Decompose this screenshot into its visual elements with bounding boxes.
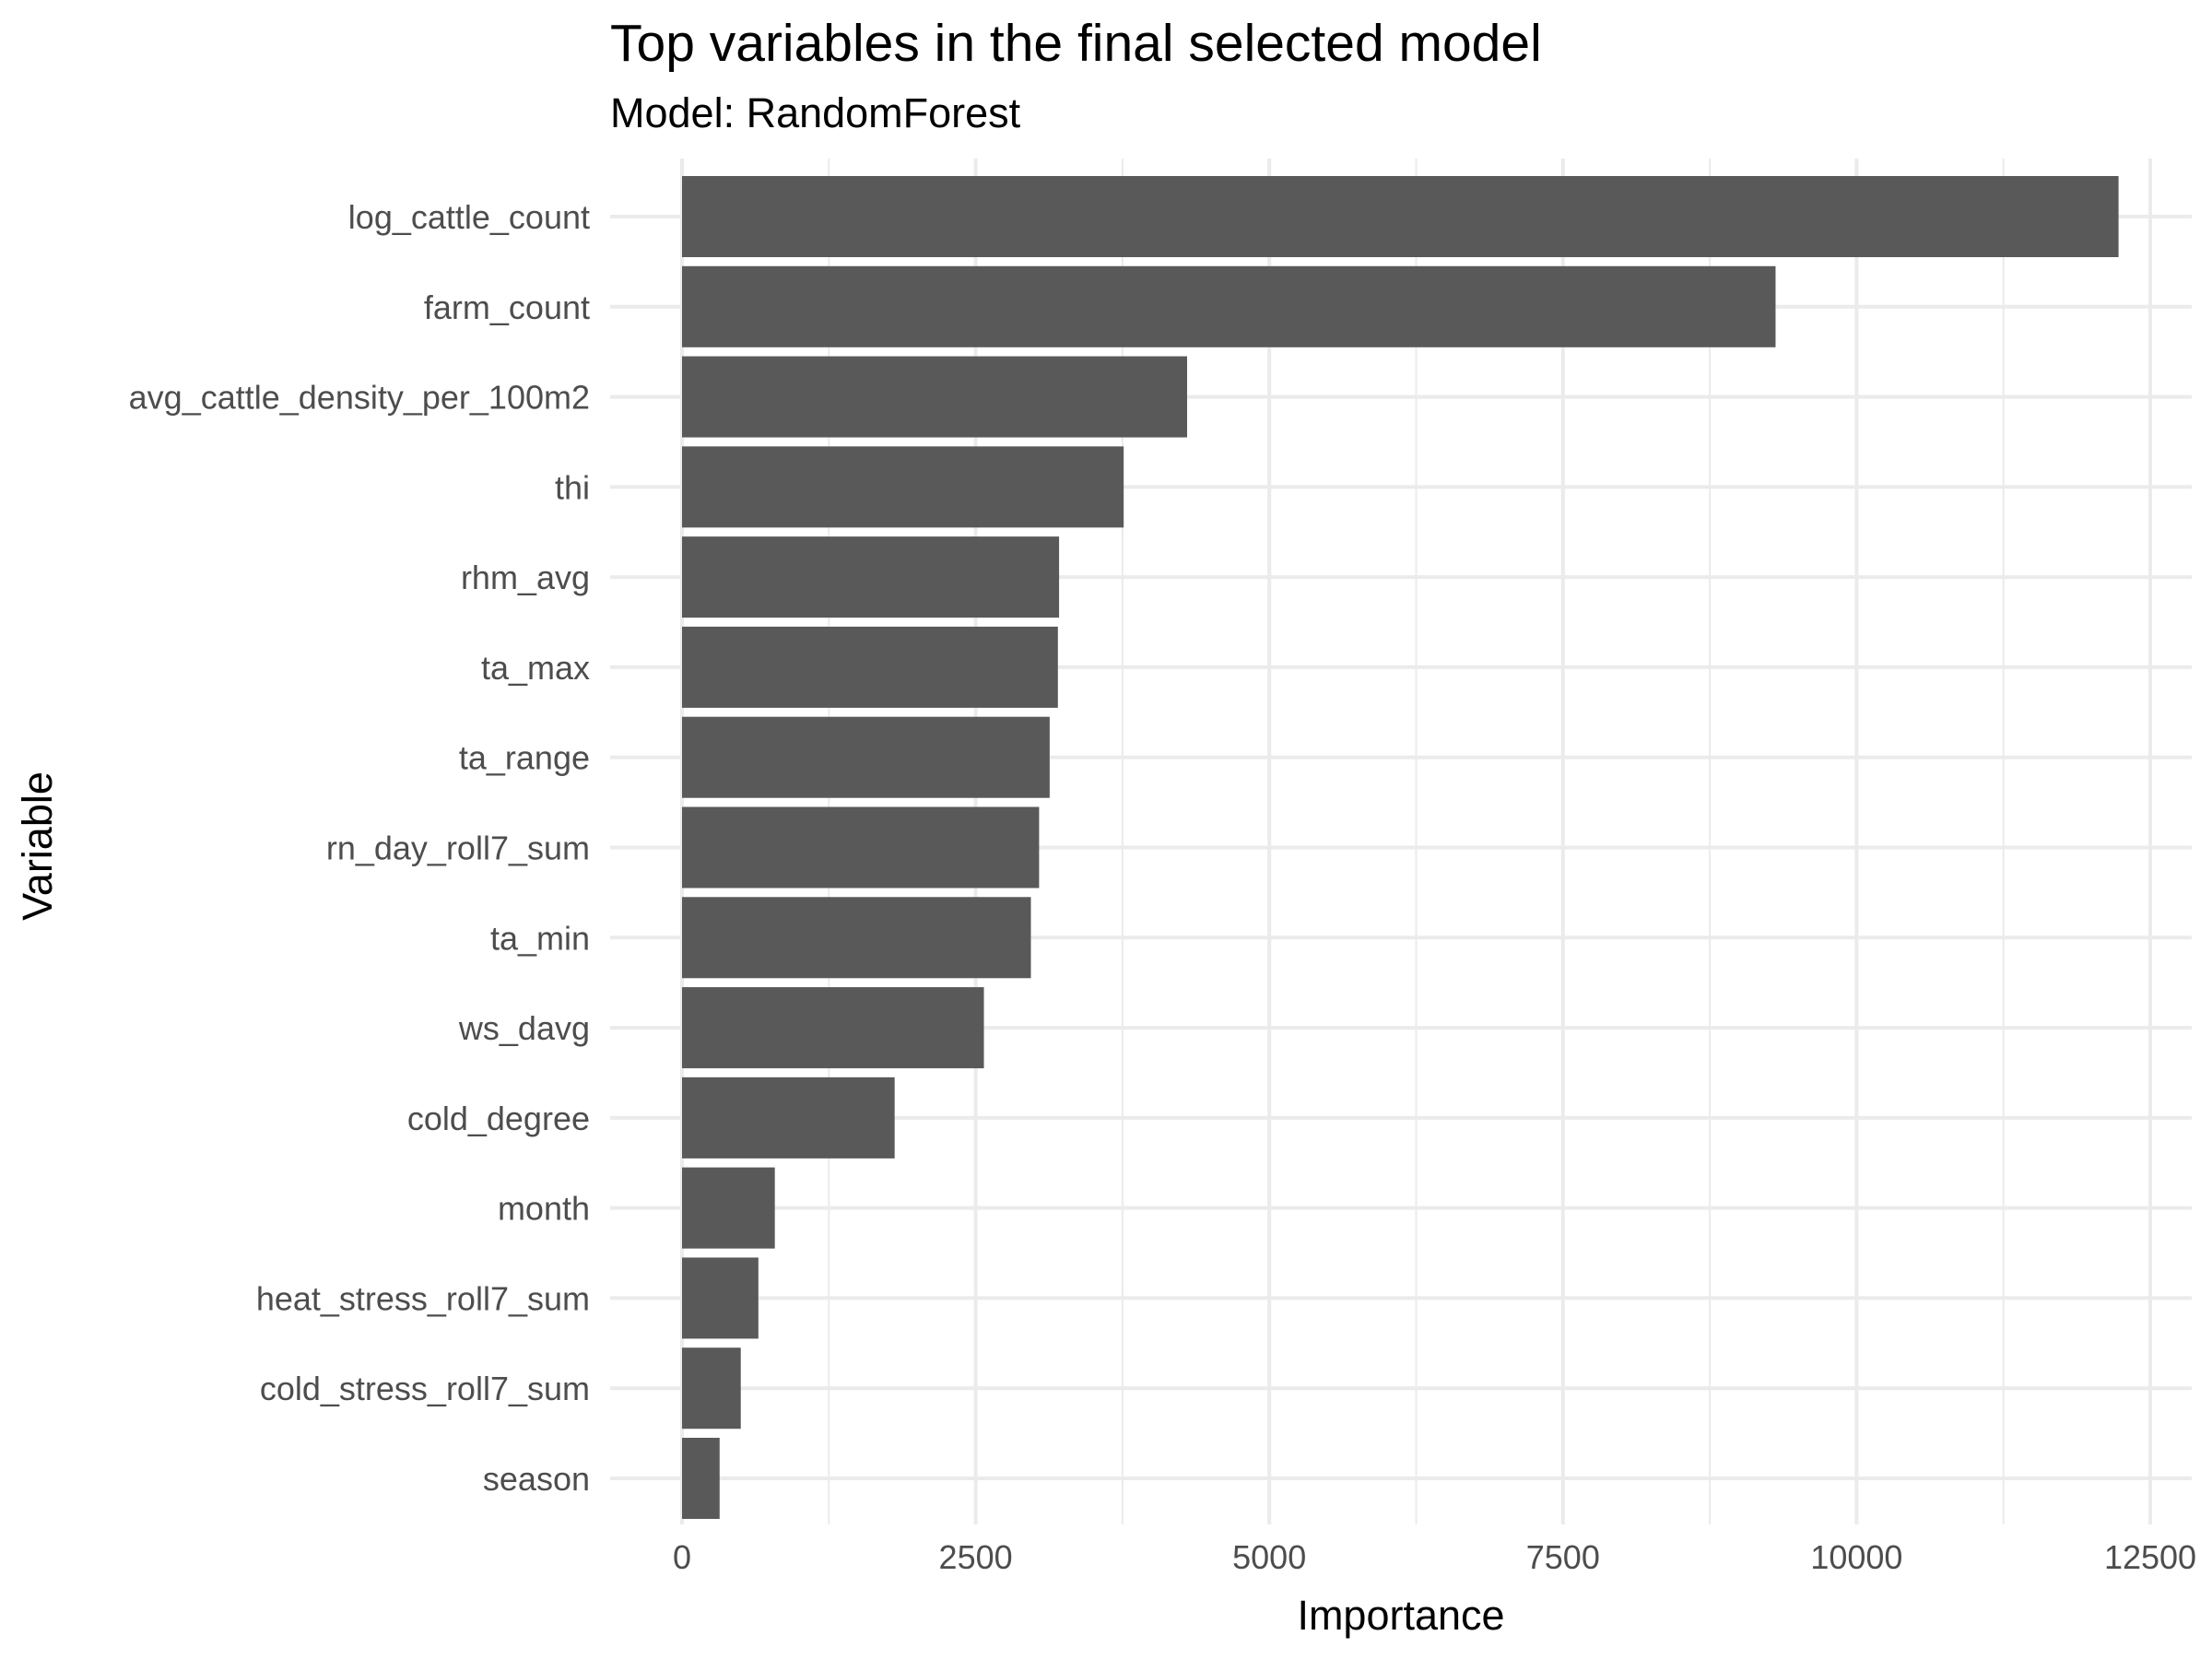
chart-subtitle: Model: RandomForest: [610, 89, 1021, 136]
bar-rhm-avg: [682, 536, 1060, 618]
bar-season: [682, 1437, 720, 1520]
x-tick-label: 0: [673, 1538, 691, 1576]
y-tick-label: log_cattle_count: [348, 198, 590, 236]
y-tick-label: ta_range: [459, 739, 590, 777]
x-tick-label: 12500: [2104, 1538, 2196, 1576]
y-tick-label: ta_max: [481, 649, 590, 687]
bar-month: [682, 1167, 775, 1249]
bar-cold-stress-roll7-sum: [682, 1347, 741, 1430]
y-tick-label: farm_count: [424, 288, 590, 326]
y-tick-label: rhm_avg: [461, 559, 590, 596]
y-tick-label: cold_stress_roll7_sum: [260, 1370, 590, 1407]
y-tick-labels: log_cattle_count farm_count avg_cattle_den…: [129, 198, 590, 1498]
bar-thi: [682, 446, 1124, 528]
bar-heat-stress-roll7-sum: [682, 1257, 759, 1339]
bar-cold-degree: [682, 1077, 895, 1159]
y-tick-label: rn_day_roll7_sum: [326, 830, 590, 867]
x-tick-labels: 0 2500 5000 7500 10000 12500: [673, 1538, 2196, 1576]
y-tick-label: ta_min: [490, 919, 590, 957]
x-axis-title: Importance: [1297, 1592, 1504, 1639]
y-tick-label: avg_cattle_density_per_100m2: [129, 379, 590, 417]
x-tick-label: 5000: [1232, 1538, 1306, 1576]
y-tick-label: month: [498, 1190, 590, 1228]
bar-ta-range: [682, 716, 1050, 798]
y-tick-label: season: [483, 1460, 590, 1498]
chart-title: Top variables in the final selected mode…: [610, 14, 1542, 73]
bar-ta-min: [682, 897, 1031, 979]
x-tick-label: 10000: [1810, 1538, 1902, 1576]
bars: [682, 175, 2119, 1520]
x-tick-label: 7500: [1526, 1538, 1600, 1576]
bar-farm-count: [682, 265, 1776, 347]
bar-log-cattle-count: [682, 175, 2119, 258]
bar-ws-davg: [682, 987, 984, 1069]
bar-avg-cattle-density-per-100m2: [682, 356, 1187, 438]
y-tick-label: thi: [555, 468, 590, 506]
y-tick-label: heat_stress_roll7_sum: [256, 1279, 590, 1317]
y-tick-label: ws_davg: [458, 1009, 590, 1047]
x-tick-label: 2500: [939, 1538, 1013, 1576]
bar-ta-max: [682, 626, 1058, 708]
y-tick-label: cold_degree: [407, 1100, 590, 1137]
bar-rn-day-roll7-sum: [682, 806, 1040, 888]
y-axis-title: Variable: [14, 771, 61, 921]
